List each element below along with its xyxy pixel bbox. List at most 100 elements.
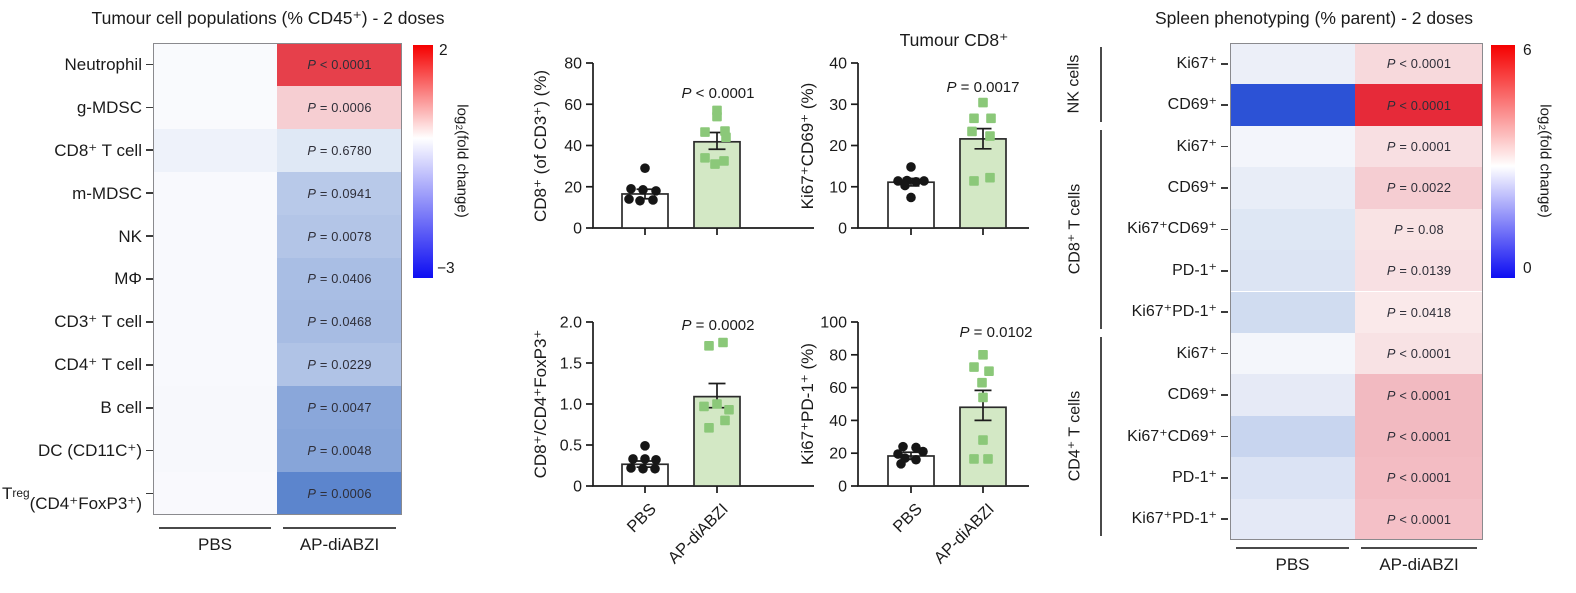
heatmap-cell-pbs — [1230, 332, 1355, 375]
row-tick — [1221, 187, 1228, 189]
y-tick-label: 20 — [829, 446, 847, 463]
y-tick-label: 100 — [820, 315, 847, 332]
point — [640, 454, 650, 464]
point — [978, 392, 988, 403]
p-value-text: P < 0.0001 — [1386, 470, 1452, 486]
heatmap-row-label: PD-1⁺ — [1172, 261, 1217, 279]
heatmap-row-label: CD8⁺ T cell — [54, 140, 142, 160]
point — [986, 113, 996, 124]
data-points-ap-diabzi — [699, 337, 734, 433]
heatmap-cell-pbs — [1230, 498, 1355, 540]
p-value-text: P < 0.0001 — [1386, 511, 1452, 527]
heatmap-cell-ap: P < 0.0001 — [1355, 374, 1483, 416]
heatmap-row-label: CD69⁺ — [1167, 179, 1217, 196]
p-value-text: P = 0.0468 — [307, 314, 372, 330]
data-points-pbs — [893, 441, 928, 469]
y-tick-label: 0 — [573, 221, 582, 238]
point — [650, 463, 660, 474]
heatmap-cell-pbs — [153, 386, 277, 430]
p-value-text: P = 0.0941 — [307, 185, 372, 201]
y-axis-label: CD8⁺/CD4⁺FoxP3⁺ — [531, 330, 550, 479]
heatmap-cell-ap: P = 0.0078 — [277, 214, 402, 258]
p-value-text: P = 0.0047 — [307, 400, 372, 416]
spleen-heatmap-title: Spleen phenotyping (% parent) - 2 doses — [1154, 8, 1474, 28]
y-tick-label: 1.5 — [560, 356, 582, 373]
tumour-heatmap-title: Tumour cell populations (% CD45⁺) - 2 do… — [91, 8, 445, 28]
point — [721, 132, 731, 143]
point — [704, 340, 714, 351]
row-tick — [1221, 477, 1228, 479]
heatmap-cell-ap: P < 0.0001 — [1355, 415, 1483, 458]
point — [984, 366, 994, 376]
p-value-annotation: P < 0.0001 — [682, 85, 755, 102]
p-value-text: P = 0.0001 — [1386, 139, 1452, 155]
point — [911, 454, 921, 465]
heatmap-cell-ap: P < 0.0001 — [277, 43, 402, 86]
point — [893, 449, 903, 459]
point — [628, 454, 638, 464]
heatmap-cell-pbs — [153, 128, 277, 172]
point — [719, 156, 729, 166]
spleen-pbs-underline — [1236, 547, 1349, 549]
point — [648, 195, 658, 205]
data-points-pbs — [893, 162, 929, 203]
point — [983, 454, 993, 464]
tumour-ap-underline — [283, 527, 396, 529]
tumour-colorbar-min: −3 — [437, 260, 455, 277]
y-tick-label: 20 — [564, 179, 582, 196]
point — [635, 195, 645, 206]
p-value-text: P = 0.6780 — [307, 142, 372, 158]
point — [911, 442, 921, 453]
heatmap-row-label: Ki67⁺PD-1⁺ — [1131, 510, 1217, 528]
p-value-text: P = 0.0022 — [1386, 180, 1452, 196]
point — [978, 435, 988, 445]
spleen-ap-underline — [1361, 547, 1477, 549]
p-value-text: P = 0.0006 — [307, 486, 372, 502]
point — [700, 153, 710, 163]
heatmap-row-label: CD69⁺ — [1167, 386, 1217, 404]
p-value-text: P = 0.0078 — [307, 228, 372, 244]
row-tick — [146, 192, 153, 194]
heatmap-row-label: B cell — [100, 398, 142, 418]
tumour-pbs-underline — [159, 527, 271, 529]
heatmap-cell-pbs — [153, 300, 277, 344]
heatmap-row-label: NK — [118, 226, 142, 246]
y-tick-label: 0 — [838, 479, 847, 496]
heatmap-cell-ap: P < 0.0001 — [1355, 457, 1483, 499]
row-tick — [1221, 62, 1228, 65]
heatmap-cell-ap: P < 0.0001 — [1355, 84, 1483, 126]
point — [906, 162, 916, 172]
row-tick — [146, 364, 153, 366]
point — [918, 446, 928, 457]
point — [978, 97, 988, 108]
heatmap-cell-pbs — [1230, 457, 1355, 499]
y-tick-label: 10 — [829, 179, 847, 196]
x-category-label: AP-diABZI — [665, 500, 732, 567]
point — [969, 454, 979, 464]
tumour-colorbar — [413, 45, 433, 278]
point — [640, 441, 650, 451]
spleen-colorbar — [1491, 45, 1515, 278]
y-tick-label: 40 — [829, 413, 847, 430]
point — [712, 111, 722, 122]
p-value-annotation: P = 0.0102 — [960, 324, 1033, 341]
heatmap-row-label: m-MDSC — [72, 183, 142, 203]
tumour-colorbar-max: 2 — [439, 42, 448, 59]
point — [896, 459, 906, 469]
y-tick-label: 80 — [564, 56, 582, 73]
bar-charts: 0 20 40 60 80 CD8⁺ (of CD3⁺) (%) P < 0.0001 0 10… — [531, 30, 1033, 567]
point — [704, 422, 714, 433]
heatmap-cell-ap: P = 0.0006 — [277, 472, 402, 515]
p-value-text: P = 0.0229 — [307, 357, 372, 373]
point — [919, 176, 929, 186]
heatmap-cell-pbs — [1230, 167, 1355, 209]
heatmap-cell-pbs — [153, 43, 277, 86]
heatmap-cell-ap: P = 0.0941 — [277, 171, 402, 215]
point — [985, 131, 995, 141]
heatmap-row-label: Ki67⁺PD-1⁺ — [1131, 303, 1217, 321]
point — [985, 172, 995, 183]
row-tick — [1221, 145, 1228, 148]
row-tick — [1221, 518, 1228, 521]
row-tick — [1221, 311, 1228, 313]
heatmap-cell-ap: P = 0.0468 — [277, 300, 402, 344]
